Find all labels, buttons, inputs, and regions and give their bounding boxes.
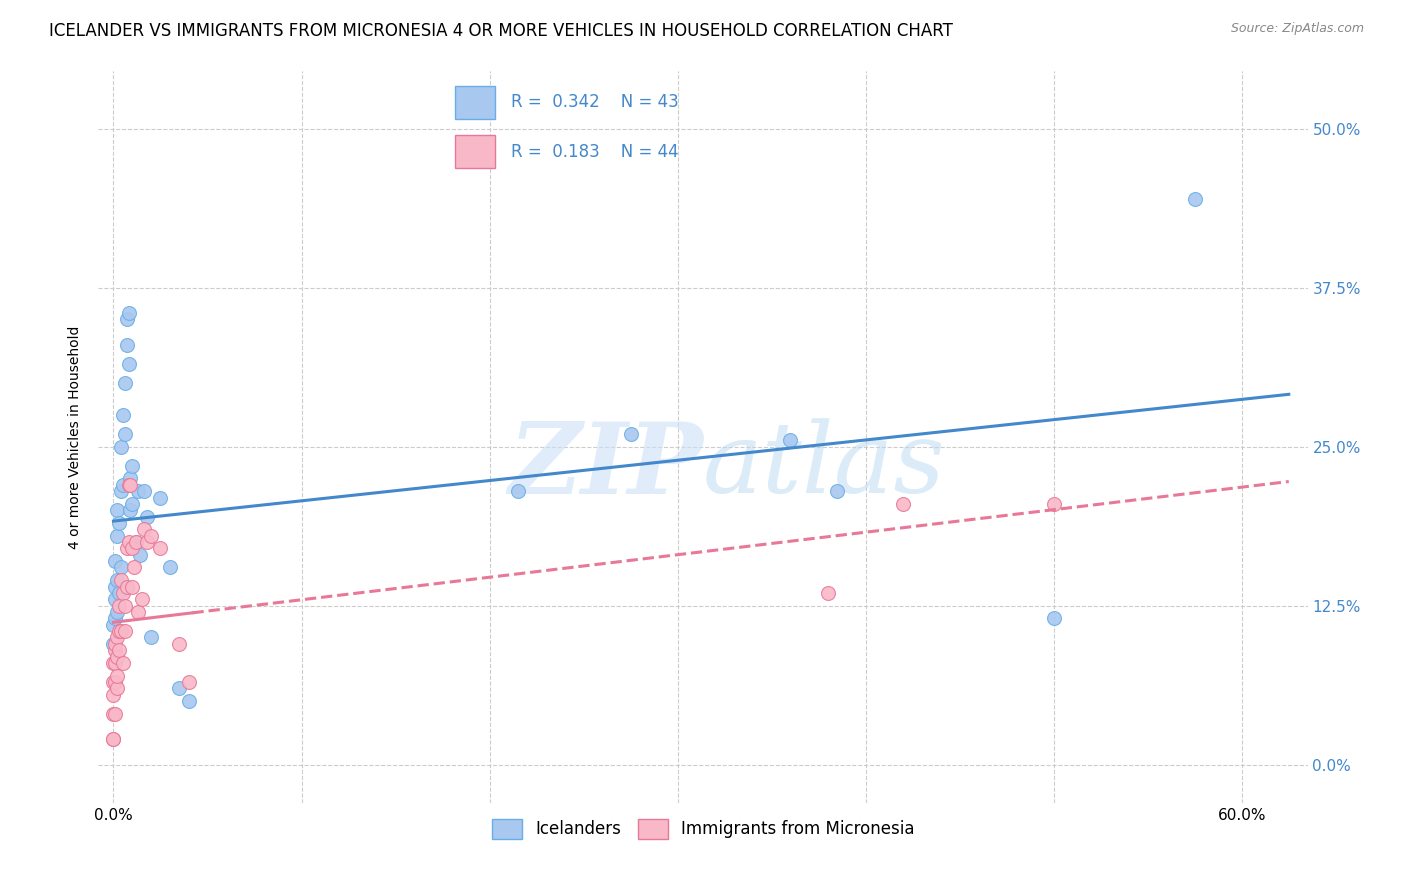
Point (891, 497, 914, 511)
Point (177, 694, 200, 708)
Point (108, 586, 131, 600)
Point (827, 484, 849, 499)
Text: Source: ZipAtlas.com: Source: ZipAtlas.com (1230, 22, 1364, 36)
Point (139, 529, 162, 543)
Point (103, 617, 125, 632)
Point (1042, 611, 1064, 625)
Text: ZIP: ZIP (508, 418, 703, 515)
Point (105, 573, 128, 587)
Point (132, 522, 155, 536)
Point (139, 631, 162, 645)
Point (108, 516, 131, 530)
Point (115, 580, 138, 594)
Point (105, 668, 128, 682)
Point (121, 458, 143, 473)
Point (105, 631, 128, 645)
Point (104, 554, 127, 568)
Point (120, 477, 142, 491)
Text: ICELANDER VS IMMIGRANTS FROM MICRONESIA 4 OR MORE VEHICLES IN HOUSEHOLD CORRELAT: ICELANDER VS IMMIGRANTS FROM MICRONESIA … (49, 22, 953, 40)
Point (169, 637, 191, 651)
Point (817, 586, 839, 600)
Point (177, 675, 200, 690)
Point (1042, 497, 1064, 511)
Point (125, 535, 148, 549)
Point (506, 484, 529, 499)
Point (114, 376, 136, 390)
Point (104, 637, 127, 651)
Point (125, 535, 148, 549)
Point (110, 484, 132, 499)
Point (104, 643, 127, 657)
Point (131, 592, 153, 607)
Point (105, 649, 128, 664)
Point (779, 434, 801, 448)
Point (108, 643, 131, 657)
FancyBboxPatch shape (456, 136, 495, 168)
Text: R =  0.342    N = 43: R = 0.342 N = 43 (510, 94, 679, 112)
Point (104, 611, 127, 625)
Y-axis label: 4 or more Vehicles in Household: 4 or more Vehicles in Household (69, 326, 83, 549)
Point (117, 357, 139, 371)
Point (115, 541, 138, 556)
Point (149, 491, 172, 505)
Point (111, 656, 134, 670)
Point (104, 580, 127, 594)
Point (136, 509, 159, 524)
Legend: Icelanders, Immigrants from Micronesia: Icelanders, Immigrants from Micronesia (485, 812, 921, 846)
Point (115, 338, 138, 352)
Point (110, 573, 132, 587)
Point (105, 605, 128, 619)
Point (110, 440, 132, 454)
Point (117, 306, 139, 320)
Point (120, 503, 142, 517)
Point (111, 408, 134, 422)
Point (121, 580, 143, 594)
Point (104, 656, 127, 670)
Point (103, 732, 125, 747)
Point (169, 681, 191, 696)
Point (104, 592, 127, 607)
Point (117, 477, 139, 491)
Point (110, 624, 132, 638)
Point (103, 732, 125, 747)
Point (105, 681, 128, 696)
Point (108, 599, 131, 613)
Point (103, 675, 125, 690)
Point (103, 706, 125, 721)
Point (149, 541, 172, 556)
Point (111, 586, 134, 600)
Point (117, 535, 139, 549)
Point (127, 605, 149, 619)
Point (114, 426, 136, 441)
FancyBboxPatch shape (456, 87, 495, 119)
Text: atlas: atlas (703, 418, 946, 514)
Point (128, 548, 150, 562)
Point (103, 637, 125, 651)
Point (103, 656, 125, 670)
Point (114, 599, 136, 613)
Point (121, 541, 143, 556)
Point (108, 624, 131, 638)
Point (111, 477, 134, 491)
Point (136, 535, 159, 549)
Point (132, 484, 155, 499)
Point (127, 484, 149, 499)
Point (120, 471, 142, 485)
Point (121, 497, 143, 511)
Point (122, 560, 145, 574)
Point (105, 503, 128, 517)
Point (110, 560, 132, 574)
Point (159, 560, 181, 574)
Point (103, 688, 125, 702)
Point (1184, 192, 1206, 206)
Point (114, 624, 136, 638)
Point (115, 312, 138, 326)
Point (104, 706, 127, 721)
Text: R =  0.183    N = 44: R = 0.183 N = 44 (510, 143, 679, 161)
Point (104, 675, 127, 690)
Point (105, 529, 128, 543)
Point (620, 426, 643, 441)
